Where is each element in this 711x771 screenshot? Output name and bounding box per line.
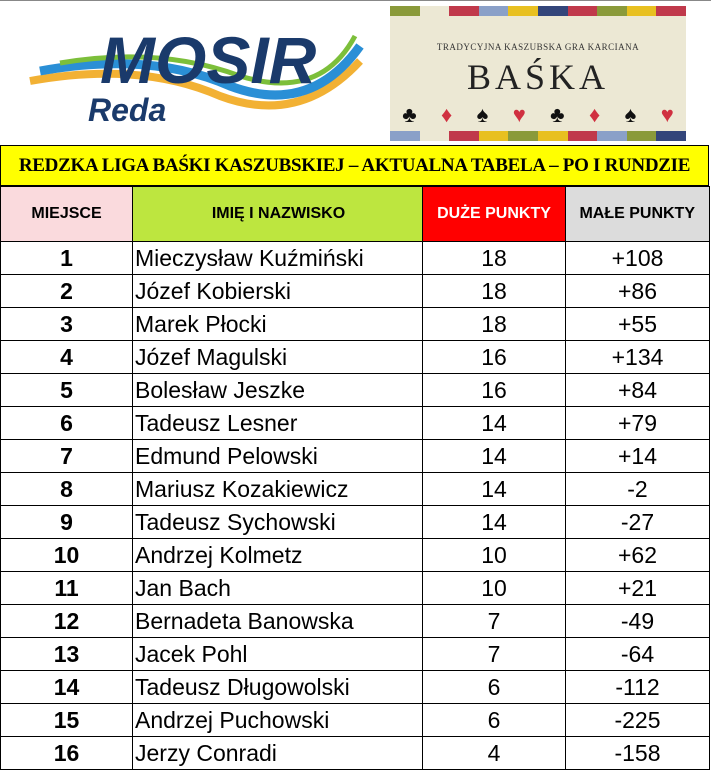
header-row: MIEJSCE IMIĘ I NAZWISKO DUŻE PUNKTY MAŁE… [0,186,710,242]
name-cell: Mieczysław Kuźmiński [132,241,423,275]
big-points-cell: 14 [422,472,566,506]
baska-logo: TRADYCYJNA KASZUBSKA GRA KARCIANA BAŚKA … [390,6,686,141]
mosir-reda-logo: MOSIR Reda [29,23,364,128]
small-points-cell: -2 [565,472,710,506]
header-name: IMIĘ I NAZWISKO [132,186,423,242]
name-cell: Tadeusz Lesner [132,406,423,440]
table-title: REDZKA LIGA BAŚKI KASZUBSKIEJ – AKTUALNA… [0,145,709,186]
big-points-cell: 6 [422,670,566,704]
table-row: 6 Tadeusz Lesner 14 +79 [0,406,710,440]
big-points-cell: 18 [422,307,566,341]
logos-header: MOSIR Reda TRADYCYJNA KASZUBSKA GRA KARC… [0,0,711,145]
place-cell: 4 [0,340,133,374]
place-cell: 16 [0,736,133,770]
place-cell: 10 [0,538,133,572]
svg-text:Reda: Reda [88,92,166,128]
table-row: 16 Jerzy Conradi 4 -158 [0,736,710,770]
big-points-cell: 14 [422,439,566,473]
name-cell: Marek Płocki [132,307,423,341]
table-row: 4 Józef Magulski 16 +134 [0,340,710,374]
name-cell: Bernadeta Banowska [132,604,423,638]
big-points-cell: 4 [422,736,566,770]
header-place: MIEJSCE [0,186,133,242]
name-cell: Jan Bach [132,571,423,605]
svg-text:MOSIR: MOSIR [100,23,317,97]
standings-table: MIEJSCE IMIĘ I NAZWISKO DUŻE PUNKTY MAŁE… [0,186,710,770]
table-row: 1 Mieczysław Kuźmiński 18 +108 [0,241,710,275]
name-cell: Tadeusz Długowolski [132,670,423,704]
place-cell: 7 [0,439,133,473]
table-row: 12 Bernadeta Banowska 7 -49 [0,604,710,638]
big-points-cell: 10 [422,571,566,605]
table-row: 15 Andrzej Puchowski 6 -225 [0,703,710,737]
baska-title: BAŚKA [466,57,610,97]
small-points-cell: +14 [565,439,710,473]
table-row: 9 Tadeusz Sychowski 14 -27 [0,505,710,539]
name-cell: Jerzy Conradi [132,736,423,770]
small-points-cell: -49 [565,604,710,638]
place-cell: 5 [0,373,133,407]
table-row: 5 Bolesław Jeszke 16 +84 [0,373,710,407]
big-points-cell: 18 [422,241,566,275]
big-points-cell: 14 [422,505,566,539]
big-points-cell: 18 [422,274,566,308]
place-cell: 1 [0,241,133,275]
name-cell: Józef Magulski [132,340,423,374]
small-points-cell: +84 [565,373,710,407]
small-points-cell: +108 [565,241,710,275]
small-points-cell: +55 [565,307,710,341]
card-suits: ♣ ♦ ♠ ♥ ♣ ♦ ♠ ♥ [402,102,674,127]
place-cell: 11 [0,571,133,605]
name-cell: Jacek Pohl [132,637,423,671]
big-points-cell: 7 [422,637,566,671]
big-points-cell: 7 [422,604,566,638]
table-row: 11 Jan Bach 10 +21 [0,571,710,605]
place-cell: 8 [0,472,133,506]
big-points-cell: 10 [422,538,566,572]
header-small-points: MAŁE PUNKTY [565,186,710,242]
name-cell: Andrzej Kolmetz [132,538,423,572]
table-row: 13 Jacek Pohl 7 -64 [0,637,710,671]
small-points-cell: +134 [565,340,710,374]
place-cell: 15 [0,703,133,737]
name-cell: Bolesław Jeszke [132,373,423,407]
small-points-cell: -225 [565,703,710,737]
big-points-cell: 16 [422,340,566,374]
table-row: 8 Mariusz Kozakiewicz 14 -2 [0,472,710,506]
place-cell: 2 [0,274,133,308]
baska-subtitle: TRADYCYJNA KASZUBSKA GRA KARCIANA [436,42,640,52]
small-points-cell: +62 [565,538,710,572]
header-big-points: DUŻE PUNKTY [422,186,566,242]
name-cell: Edmund Pelowski [132,439,423,473]
name-cell: Tadeusz Sychowski [132,505,423,539]
place-cell: 12 [0,604,133,638]
small-points-cell: -158 [565,736,710,770]
small-points-cell: -27 [565,505,710,539]
table-row: 2 Józef Kobierski 18 +86 [0,274,710,308]
big-points-cell: 14 [422,406,566,440]
name-cell: Józef Kobierski [132,274,423,308]
place-cell: 3 [0,307,133,341]
place-cell: 9 [0,505,133,539]
place-cell: 13 [0,637,133,671]
place-cell: 6 [0,406,133,440]
small-points-cell: +79 [565,406,710,440]
name-cell: Andrzej Puchowski [132,703,423,737]
table-row: 10 Andrzej Kolmetz 10 +62 [0,538,710,572]
big-points-cell: 16 [422,373,566,407]
name-cell: Mariusz Kozakiewicz [132,472,423,506]
small-points-cell: +86 [565,274,710,308]
small-points-cell: +21 [565,571,710,605]
table-row: 7 Edmund Pelowski 14 +14 [0,439,710,473]
table-row: 3 Marek Płocki 18 +55 [0,307,710,341]
table-row: 14 Tadeusz Długowolski 6 -112 [0,670,710,704]
small-points-cell: -112 [565,670,710,704]
big-points-cell: 6 [422,703,566,737]
small-points-cell: -64 [565,637,710,671]
place-cell: 14 [0,670,133,704]
